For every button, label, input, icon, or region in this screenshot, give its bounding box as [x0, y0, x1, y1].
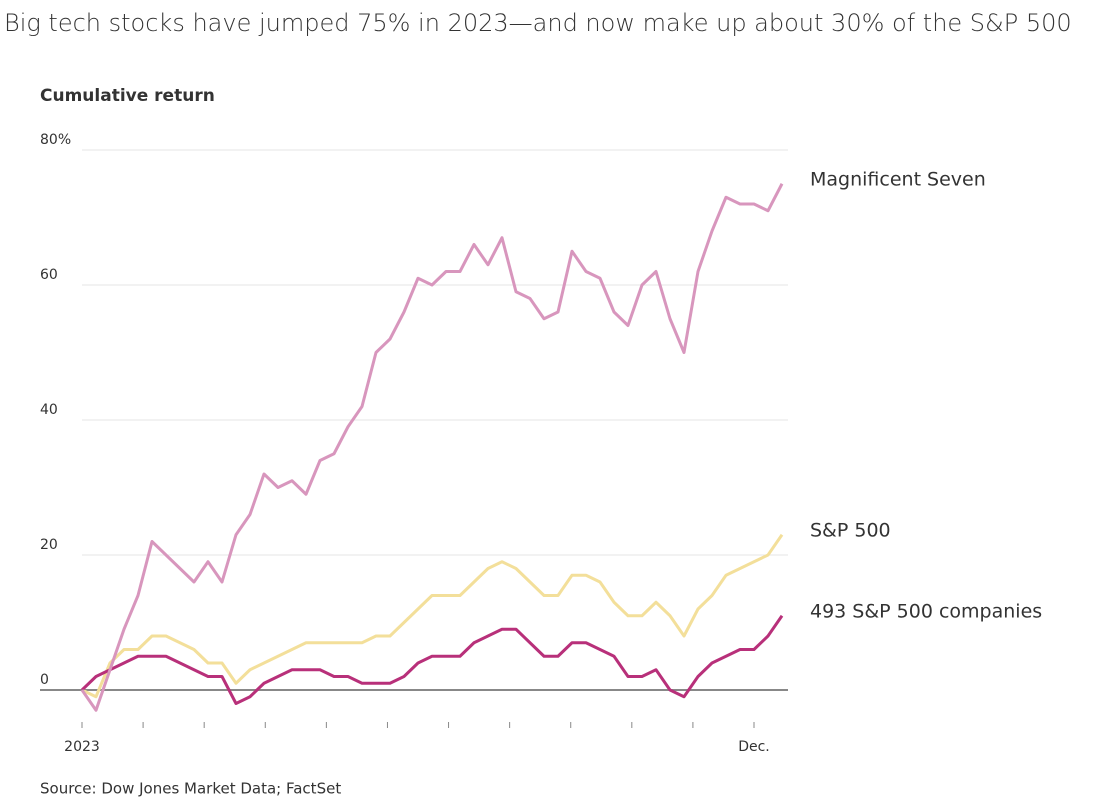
x-tick-label: 2023 [64, 739, 100, 755]
y-tick-label: 0 [40, 672, 49, 688]
y-axis-label: Cumulative return [40, 86, 215, 106]
series-label: S&P 500 [810, 519, 891, 541]
series-label: 493 S&P 500 companies [810, 600, 1042, 622]
y-tick-label: 80% [40, 132, 71, 148]
source: Source: Dow Jones Market Data; FactSet [40, 780, 341, 798]
chart-title: Big tech stocks have jumped 75% in 2023—… [4, 9, 1072, 37]
x-tick-label: Dec. [738, 739, 770, 755]
series-line [81, 533, 784, 699]
series-line [80, 183, 784, 712]
y-tick-label: 60 [40, 267, 58, 283]
series-line [80, 614, 784, 705]
series-label: Magnificent Seven [810, 168, 986, 190]
y-tick-label: 20 [40, 537, 58, 553]
y-tick-label: 40 [40, 402, 58, 418]
